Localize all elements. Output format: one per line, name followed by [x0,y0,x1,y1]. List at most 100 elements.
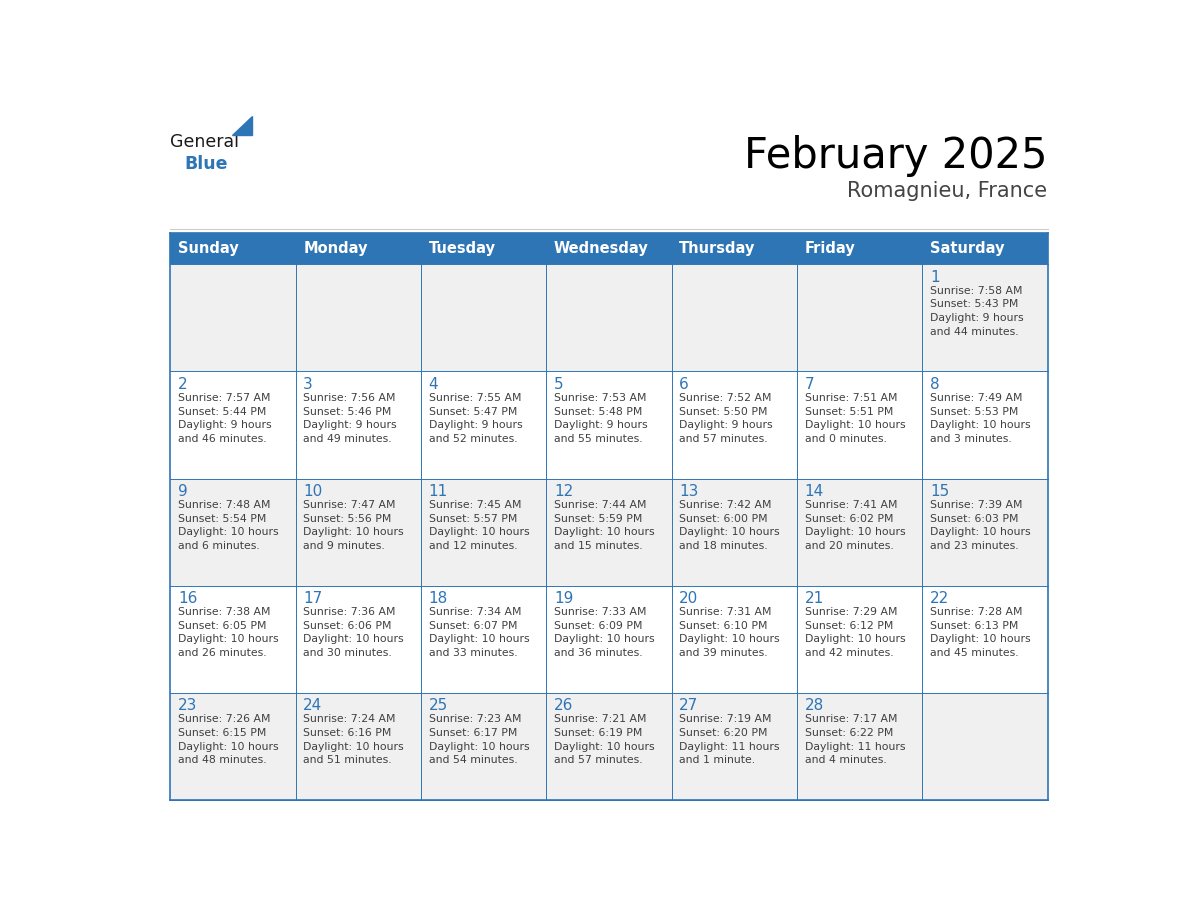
Bar [546,478,671,586]
Text: 5: 5 [554,376,563,392]
Bar [170,478,296,586]
Bar [671,693,797,800]
Bar [170,264,296,372]
Text: Sunrise: 7:56 AM
Sunset: 5:46 PM
Daylight: 9 hours
and 49 minutes.: Sunrise: 7:56 AM Sunset: 5:46 PM Dayligh… [303,393,397,443]
Bar [922,478,1048,586]
Text: 9: 9 [178,484,188,498]
Bar [797,693,922,800]
Text: 2: 2 [178,376,188,392]
Polygon shape [232,117,252,135]
Text: 15: 15 [930,484,949,498]
Text: Sunrise: 7:48 AM
Sunset: 5:54 PM
Daylight: 10 hours
and 6 minutes.: Sunrise: 7:48 AM Sunset: 5:54 PM Dayligh… [178,500,278,551]
Bar [296,372,421,478]
Bar [296,264,421,372]
Text: 1: 1 [930,270,940,285]
Text: Sunrise: 7:38 AM
Sunset: 6:05 PM
Daylight: 10 hours
and 26 minutes.: Sunrise: 7:38 AM Sunset: 6:05 PM Dayligh… [178,608,278,658]
Bar [296,586,421,693]
Text: Sunrise: 7:41 AM
Sunset: 6:02 PM
Daylight: 10 hours
and 20 minutes.: Sunrise: 7:41 AM Sunset: 6:02 PM Dayligh… [804,500,905,551]
Text: Sunrise: 7:26 AM
Sunset: 6:15 PM
Daylight: 10 hours
and 48 minutes.: Sunrise: 7:26 AM Sunset: 6:15 PM Dayligh… [178,714,278,766]
Text: 8: 8 [930,376,940,392]
Text: Sunrise: 7:19 AM
Sunset: 6:20 PM
Daylight: 11 hours
and 1 minute.: Sunrise: 7:19 AM Sunset: 6:20 PM Dayligh… [680,714,779,766]
Text: Romagnieu, France: Romagnieu, France [847,181,1048,201]
Text: Sunrise: 7:36 AM
Sunset: 6:06 PM
Daylight: 10 hours
and 30 minutes.: Sunrise: 7:36 AM Sunset: 6:06 PM Dayligh… [303,608,404,658]
Bar [922,372,1048,478]
Text: Monday: Monday [303,241,368,256]
Text: 21: 21 [804,591,823,606]
Text: 20: 20 [680,591,699,606]
Bar [546,372,671,478]
Text: 26: 26 [554,699,574,713]
Text: Wednesday: Wednesday [554,241,649,256]
Bar [170,233,1048,264]
Bar [671,264,797,372]
Text: Sunrise: 7:51 AM
Sunset: 5:51 PM
Daylight: 10 hours
and 0 minutes.: Sunrise: 7:51 AM Sunset: 5:51 PM Dayligh… [804,393,905,443]
Bar [797,478,922,586]
Text: Sunrise: 7:17 AM
Sunset: 6:22 PM
Daylight: 11 hours
and 4 minutes.: Sunrise: 7:17 AM Sunset: 6:22 PM Dayligh… [804,714,905,766]
Bar [671,478,797,586]
Text: Tuesday: Tuesday [429,241,495,256]
Text: 17: 17 [303,591,322,606]
Text: Sunrise: 7:24 AM
Sunset: 6:16 PM
Daylight: 10 hours
and 51 minutes.: Sunrise: 7:24 AM Sunset: 6:16 PM Dayligh… [303,714,404,766]
Text: 27: 27 [680,699,699,713]
Bar [170,586,296,693]
Text: 19: 19 [554,591,574,606]
Text: 11: 11 [429,484,448,498]
Text: 12: 12 [554,484,573,498]
Text: Friday: Friday [804,241,855,256]
Text: February 2025: February 2025 [744,135,1048,177]
Bar [421,693,546,800]
Text: Sunrise: 7:53 AM
Sunset: 5:48 PM
Daylight: 9 hours
and 55 minutes.: Sunrise: 7:53 AM Sunset: 5:48 PM Dayligh… [554,393,647,443]
Text: Sunrise: 7:57 AM
Sunset: 5:44 PM
Daylight: 9 hours
and 46 minutes.: Sunrise: 7:57 AM Sunset: 5:44 PM Dayligh… [178,393,272,443]
Text: 24: 24 [303,699,322,713]
Text: 10: 10 [303,484,322,498]
Text: Blue: Blue [184,155,228,173]
Text: Saturday: Saturday [930,241,1004,256]
Bar [671,372,797,478]
Text: Sunrise: 7:47 AM
Sunset: 5:56 PM
Daylight: 10 hours
and 9 minutes.: Sunrise: 7:47 AM Sunset: 5:56 PM Dayligh… [303,500,404,551]
Text: Sunrise: 7:21 AM
Sunset: 6:19 PM
Daylight: 10 hours
and 57 minutes.: Sunrise: 7:21 AM Sunset: 6:19 PM Dayligh… [554,714,655,766]
Text: Sunrise: 7:58 AM
Sunset: 5:43 PM
Daylight: 9 hours
and 44 minutes.: Sunrise: 7:58 AM Sunset: 5:43 PM Dayligh… [930,285,1024,337]
Text: 25: 25 [429,699,448,713]
Text: Sunrise: 7:23 AM
Sunset: 6:17 PM
Daylight: 10 hours
and 54 minutes.: Sunrise: 7:23 AM Sunset: 6:17 PM Dayligh… [429,714,529,766]
Text: 13: 13 [680,484,699,498]
Text: Sunrise: 7:44 AM
Sunset: 5:59 PM
Daylight: 10 hours
and 15 minutes.: Sunrise: 7:44 AM Sunset: 5:59 PM Dayligh… [554,500,655,551]
Text: Sunrise: 7:42 AM
Sunset: 6:00 PM
Daylight: 10 hours
and 18 minutes.: Sunrise: 7:42 AM Sunset: 6:00 PM Dayligh… [680,500,779,551]
Text: 4: 4 [429,376,438,392]
Bar [421,586,546,693]
Bar [797,372,922,478]
Bar [546,586,671,693]
Text: Sunday: Sunday [178,241,239,256]
Bar [421,264,546,372]
Text: Sunrise: 7:39 AM
Sunset: 6:03 PM
Daylight: 10 hours
and 23 minutes.: Sunrise: 7:39 AM Sunset: 6:03 PM Dayligh… [930,500,1030,551]
Text: Sunrise: 7:28 AM
Sunset: 6:13 PM
Daylight: 10 hours
and 45 minutes.: Sunrise: 7:28 AM Sunset: 6:13 PM Dayligh… [930,608,1030,658]
Text: Thursday: Thursday [680,241,756,256]
Bar [922,264,1048,372]
Text: 22: 22 [930,591,949,606]
Text: General: General [170,133,239,151]
Bar [170,693,296,800]
Text: Sunrise: 7:45 AM
Sunset: 5:57 PM
Daylight: 10 hours
and 12 minutes.: Sunrise: 7:45 AM Sunset: 5:57 PM Dayligh… [429,500,529,551]
Text: Sunrise: 7:33 AM
Sunset: 6:09 PM
Daylight: 10 hours
and 36 minutes.: Sunrise: 7:33 AM Sunset: 6:09 PM Dayligh… [554,608,655,658]
Text: 14: 14 [804,484,823,498]
Text: 23: 23 [178,699,197,713]
Text: Sunrise: 7:31 AM
Sunset: 6:10 PM
Daylight: 10 hours
and 39 minutes.: Sunrise: 7:31 AM Sunset: 6:10 PM Dayligh… [680,608,779,658]
Text: Sunrise: 7:52 AM
Sunset: 5:50 PM
Daylight: 9 hours
and 57 minutes.: Sunrise: 7:52 AM Sunset: 5:50 PM Dayligh… [680,393,773,443]
Bar [797,586,922,693]
Bar [170,372,296,478]
Text: Sunrise: 7:29 AM
Sunset: 6:12 PM
Daylight: 10 hours
and 42 minutes.: Sunrise: 7:29 AM Sunset: 6:12 PM Dayligh… [804,608,905,658]
Text: 3: 3 [303,376,312,392]
Bar [421,478,546,586]
Bar [797,264,922,372]
Text: Sunrise: 7:34 AM
Sunset: 6:07 PM
Daylight: 10 hours
and 33 minutes.: Sunrise: 7:34 AM Sunset: 6:07 PM Dayligh… [429,608,529,658]
Text: 28: 28 [804,699,823,713]
Bar [671,586,797,693]
Text: 16: 16 [178,591,197,606]
Bar [296,478,421,586]
Text: 6: 6 [680,376,689,392]
Text: Sunrise: 7:55 AM
Sunset: 5:47 PM
Daylight: 9 hours
and 52 minutes.: Sunrise: 7:55 AM Sunset: 5:47 PM Dayligh… [429,393,523,443]
Bar [296,693,421,800]
Text: Sunrise: 7:49 AM
Sunset: 5:53 PM
Daylight: 10 hours
and 3 minutes.: Sunrise: 7:49 AM Sunset: 5:53 PM Dayligh… [930,393,1030,443]
Bar [922,693,1048,800]
Bar [421,372,546,478]
Bar [546,693,671,800]
